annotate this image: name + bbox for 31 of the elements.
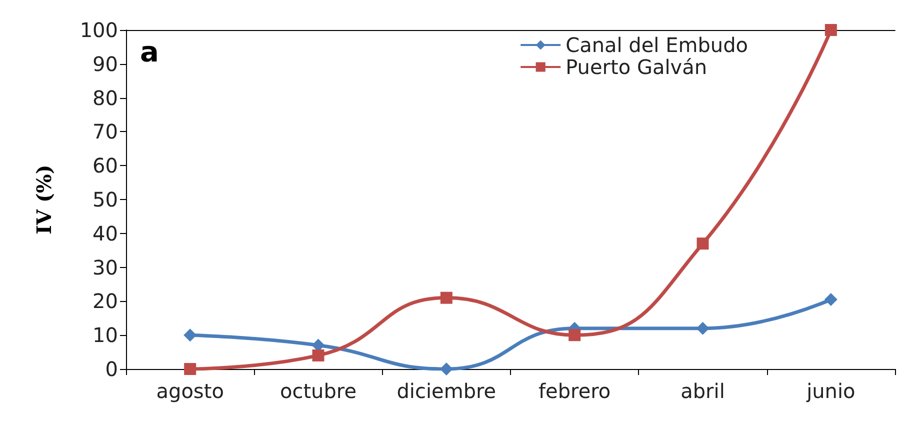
y-tick-label: 30 [92, 255, 118, 280]
point [696, 238, 709, 250]
y-tick-label: 70 [92, 120, 118, 144]
legend-label: Puerto Galván [566, 55, 708, 79]
x-tick-label: diciembre [396, 379, 496, 403]
annotation: a [140, 36, 159, 68]
x-tick-label: febrero [538, 379, 611, 403]
y-tick-label: 10 [92, 323, 118, 348]
point [184, 328, 197, 342]
y-tick-label: 50 [92, 188, 118, 212]
y-tick-label: 90 [92, 52, 118, 76]
point [312, 349, 324, 362]
x-tick-label: agosto [156, 379, 224, 403]
x-tick-label: octubre [280, 379, 357, 403]
y-tick-label: 40 [92, 221, 118, 246]
point [824, 293, 838, 306]
legend-label: Canal del Embudo [566, 33, 748, 57]
point [696, 322, 710, 335]
point [184, 363, 196, 375]
y-axis-title: IV (%) [32, 164, 56, 234]
point [440, 292, 452, 304]
y-tick-label: 80 [92, 86, 118, 110]
point [568, 329, 581, 342]
x-tick-label: junio [806, 379, 856, 403]
point [824, 24, 837, 36]
y-tick-label: 20 [92, 289, 118, 314]
y-tick-label: 0 [105, 357, 118, 381]
y-tick-label: 100 [80, 18, 118, 42]
x-tick-label: abril [680, 379, 725, 403]
y-tick-label: 60 [92, 154, 118, 178]
point [440, 362, 453, 376]
